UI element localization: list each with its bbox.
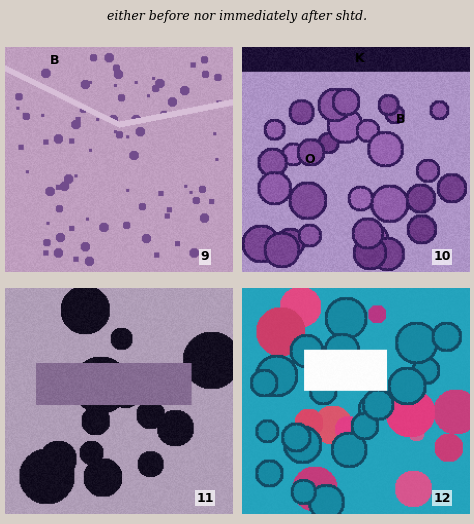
Text: B: B (50, 54, 60, 67)
Text: O: O (305, 154, 315, 166)
Text: B: B (396, 113, 406, 126)
Text: 11: 11 (196, 492, 214, 505)
Text: K: K (355, 52, 365, 65)
Text: 12: 12 (433, 492, 451, 505)
Text: 10: 10 (433, 250, 451, 264)
Text: 9: 9 (201, 250, 209, 264)
Text: either before nor immediately after shtd.: either before nor immediately after shtd… (107, 10, 367, 23)
